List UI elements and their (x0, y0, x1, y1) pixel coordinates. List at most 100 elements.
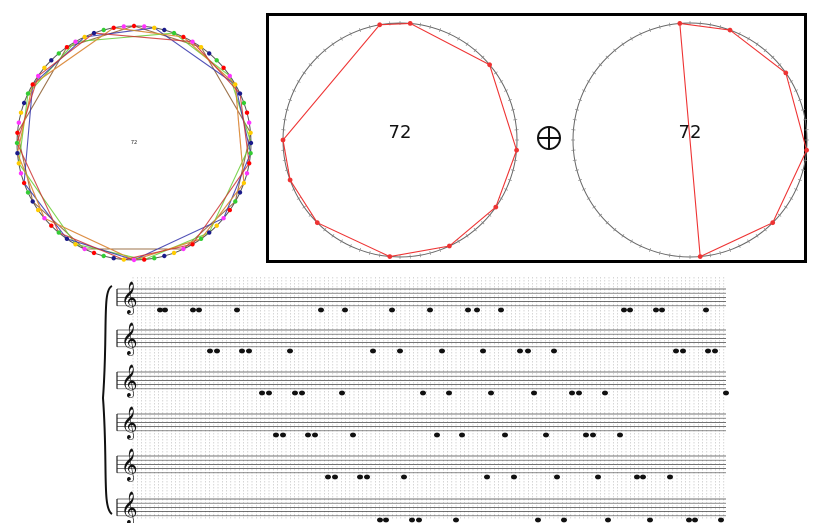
subdivision-tick (582, 89, 586, 92)
subdivision-tick (282, 118, 287, 121)
subdivision-tick (448, 32, 451, 36)
subdivision-dot (101, 27, 106, 33)
note-head (653, 307, 659, 313)
subdivision-dot (233, 199, 238, 204)
subdivision-dot (233, 82, 238, 87)
subdivision-dot (190, 242, 195, 247)
subdivision-dot (237, 190, 243, 195)
subdivision-tick (308, 63, 313, 67)
note-head (234, 307, 240, 313)
subdivision-tick (797, 98, 802, 101)
note-head (427, 307, 433, 313)
subdivision-tick (630, 36, 633, 41)
note-head (583, 432, 589, 438)
note-head (617, 432, 623, 438)
rhythm-polygon (16, 32, 250, 261)
subdivision-tick (630, 239, 633, 244)
subdivision-tick (586, 197, 591, 200)
note-head (190, 307, 196, 313)
treble-clef: 𝄞 (121, 364, 138, 398)
note-head (686, 517, 692, 523)
subdivision-tick (499, 197, 504, 200)
subdivision-dot (214, 58, 219, 63)
onset-dot (677, 21, 683, 26)
note-head (525, 348, 531, 354)
onset-dot (387, 254, 393, 259)
note-head (543, 432, 549, 438)
subdivision-tick (296, 80, 301, 83)
note-head (332, 474, 338, 480)
subdivision-dot (244, 110, 250, 115)
note-head (305, 432, 311, 438)
subdivision-tick (507, 98, 512, 101)
subdivision-dot (237, 91, 243, 96)
subdivision-dot (198, 45, 204, 50)
subdivision-dot (15, 151, 20, 156)
note-head (484, 474, 490, 480)
subdivision-tick (771, 55, 775, 59)
subdivision-dot (244, 171, 250, 176)
subdivision-tick (613, 227, 617, 232)
subdivision-tick (504, 89, 508, 92)
note-head (162, 307, 168, 313)
rhythm-polygon (18, 32, 252, 261)
note-head (723, 390, 729, 396)
subdivision-tick (755, 42, 759, 46)
right-component-circle (571, 21, 809, 259)
note-head (502, 432, 508, 438)
subdivision-dot (152, 256, 157, 261)
subdivision-dot (121, 257, 127, 262)
subdivision-dot (248, 140, 254, 146)
subdivision-dot (248, 130, 253, 135)
left-component-circle (280, 21, 519, 259)
subdivision-tick (302, 205, 306, 209)
subdivision-tick (578, 98, 583, 101)
note-head (350, 432, 356, 438)
direct-sum-operator (537, 126, 561, 150)
subdivision-dot (82, 246, 87, 252)
subdivision-dot (247, 120, 252, 125)
subdivision-tick (419, 22, 422, 27)
subdivision-dot (82, 34, 87, 40)
subdivision-dot (171, 250, 177, 256)
subdivision-tick (784, 205, 788, 209)
rhythm-score: 𝄞 𝄞 𝄞 𝄞 𝄞 𝄞 (101, 277, 729, 523)
combined-circle-label: 72 (131, 140, 137, 146)
subdivision-tick (658, 250, 661, 256)
onset-dot (770, 220, 776, 226)
subdivision-tick (794, 188, 798, 191)
rhythm-polygon (16, 27, 245, 261)
subdivision-tick (648, 28, 651, 33)
subdivision-tick (789, 197, 794, 200)
note-head (397, 348, 403, 354)
subdivision-tick (481, 221, 485, 225)
note-head (401, 474, 407, 480)
subdivision-dot (16, 120, 21, 125)
subdivision-tick (794, 89, 798, 92)
subdivision-dot (21, 100, 27, 106)
subdivision-tick (755, 234, 759, 238)
subdivision-tick (800, 169, 806, 172)
note-head (498, 307, 504, 313)
subdivision-tick (368, 24, 371, 30)
subdivision-tick (709, 22, 712, 27)
subdivision-dot (181, 246, 186, 252)
subdivision-tick (340, 239, 343, 244)
note-head (554, 474, 560, 480)
note-head (465, 307, 471, 313)
note-head (377, 517, 383, 523)
note-head (299, 390, 305, 396)
note-head (459, 432, 465, 438)
note-head (634, 474, 640, 480)
subdivision-dot (49, 58, 54, 63)
subdivision-tick (429, 250, 432, 256)
subdivision-dot (214, 223, 219, 228)
subdivision-tick (658, 24, 661, 30)
subdivision-dot (36, 73, 41, 79)
subdivision-dot (241, 100, 247, 106)
note-head (239, 348, 245, 354)
subdivision-tick (315, 55, 319, 59)
note-head (576, 390, 582, 396)
note-head (434, 432, 440, 438)
note-head (551, 348, 557, 354)
